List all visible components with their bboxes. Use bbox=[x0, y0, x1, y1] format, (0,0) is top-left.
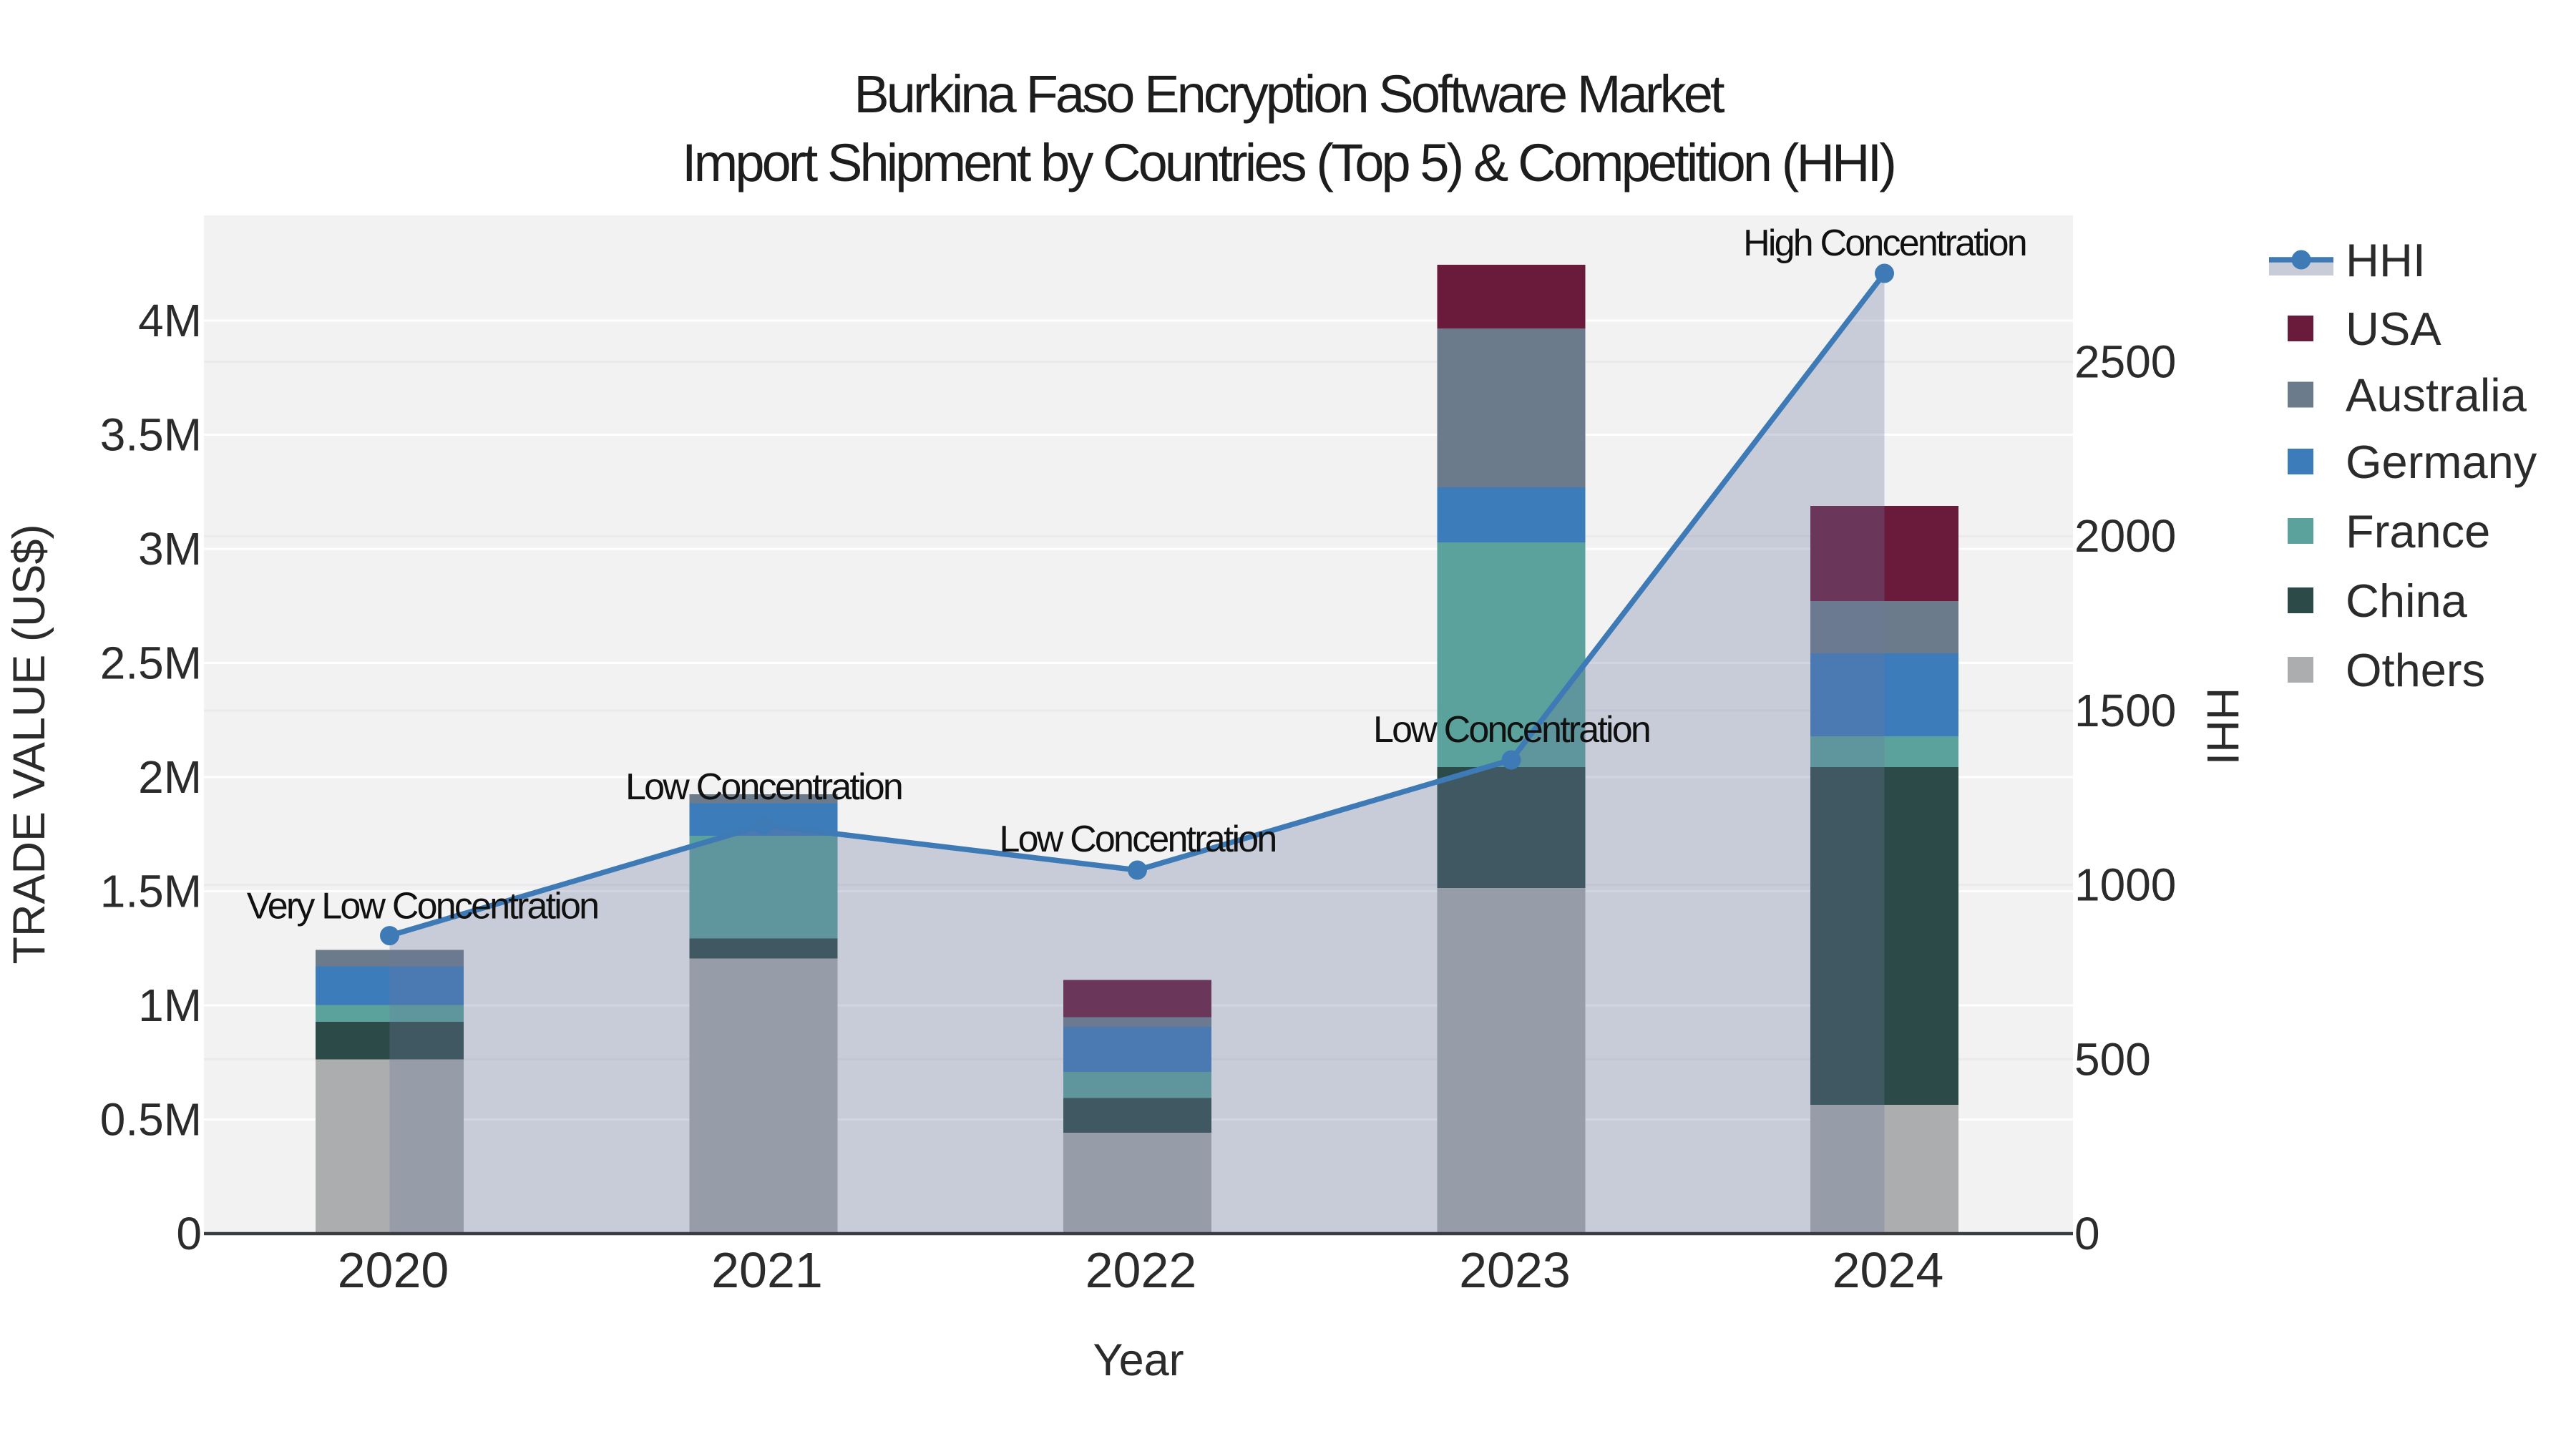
svg-text:TRADE VALUE (US$): TRADE VALUE (US$) bbox=[4, 525, 54, 965]
svg-text:Import Shipment by Countries (: Import Shipment by Countries (Top 5) & C… bbox=[682, 133, 1894, 192]
svg-text:France: France bbox=[2346, 505, 2490, 557]
svg-text:500: 500 bbox=[2074, 1033, 2151, 1085]
svg-text:4M: 4M bbox=[138, 295, 202, 346]
svg-text:2500: 2500 bbox=[2074, 336, 2176, 388]
svg-text:Australia: Australia bbox=[2346, 369, 2527, 421]
svg-text:Low Concentration: Low Concentration bbox=[1000, 819, 1276, 860]
svg-text:2022: 2022 bbox=[1085, 1242, 1197, 1298]
svg-text:2023: 2023 bbox=[1459, 1242, 1571, 1298]
svg-text:2M: 2M bbox=[138, 751, 202, 803]
svg-text:High Concentration: High Concentration bbox=[1743, 223, 2026, 264]
svg-text:0.5M: 0.5M bbox=[100, 1094, 202, 1146]
svg-text:HHI: HHI bbox=[2197, 688, 2248, 766]
svg-text:Low Concentration: Low Concentration bbox=[1373, 709, 1649, 751]
svg-text:2000: 2000 bbox=[2074, 510, 2176, 562]
svg-text:Germany: Germany bbox=[2346, 436, 2537, 488]
svg-text:1500: 1500 bbox=[2074, 685, 2176, 736]
svg-text:3.5M: 3.5M bbox=[100, 409, 202, 461]
svg-text:HHI: HHI bbox=[2346, 234, 2426, 286]
svg-text:1M: 1M bbox=[138, 980, 202, 1031]
svg-text:2021: 2021 bbox=[711, 1242, 823, 1298]
svg-text:2.5M: 2.5M bbox=[100, 638, 202, 689]
svg-text:Burkina Faso Encryption Softwa: Burkina Faso Encryption Software Market bbox=[854, 64, 1725, 124]
svg-text:USA: USA bbox=[2346, 303, 2441, 355]
svg-text:Low Concentration: Low Concentration bbox=[625, 766, 902, 808]
svg-text:1000: 1000 bbox=[2074, 859, 2176, 911]
svg-text:2024: 2024 bbox=[1833, 1242, 1944, 1298]
svg-text:0: 0 bbox=[176, 1208, 202, 1259]
svg-text:Year: Year bbox=[1093, 1335, 1184, 1385]
svg-text:3M: 3M bbox=[138, 523, 202, 575]
svg-text:1.5M: 1.5M bbox=[100, 866, 202, 917]
svg-text:Others: Others bbox=[2346, 644, 2485, 696]
svg-text:Very Low Concentration: Very Low Concentration bbox=[247, 886, 598, 927]
svg-text:2020: 2020 bbox=[338, 1242, 449, 1298]
svg-text:0: 0 bbox=[2074, 1208, 2100, 1259]
svg-text:China: China bbox=[2346, 575, 2468, 627]
